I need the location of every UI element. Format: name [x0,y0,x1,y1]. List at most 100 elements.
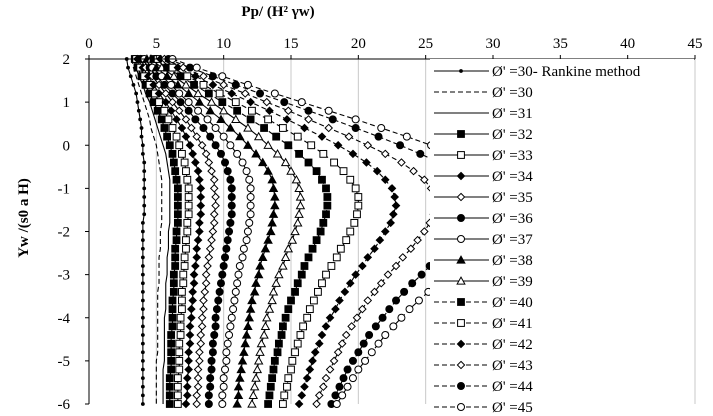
data-point [295,200,306,210]
data-point [362,158,371,167]
data-point [140,341,145,346]
data-point [305,365,315,374]
data-point [168,124,177,132]
data-point [235,131,245,141]
data-point [227,313,236,322]
data-point [231,287,240,296]
data-point [199,304,208,314]
series-points-40 [149,55,332,408]
data-point [199,124,208,132]
data-point [180,158,189,167]
data-point [138,117,143,122]
data-point [409,166,418,176]
data-point [391,261,401,271]
data-point [243,227,252,236]
data-point [174,106,184,116]
data-point [402,132,411,141]
data-point [196,184,206,193]
data-point [389,209,398,219]
data-point [173,374,182,383]
data-point [244,312,255,322]
data-point [172,236,181,245]
data-point [178,63,188,72]
data-point [317,330,327,340]
y-tick-label: -5 [58,354,71,370]
data-point [291,287,299,296]
data-point [176,313,185,322]
data-point [279,124,287,132]
data-point [248,390,259,399]
legend-label: Ø' =33 [492,148,533,164]
data-point [380,149,390,159]
data-point [408,279,417,288]
data-point [267,217,277,227]
data-point [243,80,252,89]
data-point [175,339,184,348]
data-point [135,100,140,105]
data-point [233,279,242,288]
data-point [223,339,232,348]
data-point [249,286,260,296]
data-point [193,235,203,245]
data-point [247,295,257,305]
data-point [191,115,200,124]
data-point [322,184,330,193]
data-point [211,313,220,322]
data-point [157,115,166,124]
x-axis-title: Pp/ (H² γw) [241,4,314,20]
data-point [333,140,343,150]
legend-item-34: Ø' =34 [434,169,533,185]
data-point [302,373,312,383]
data-point [333,347,343,357]
data-point [167,331,176,339]
data-point [211,141,220,150]
data-point [181,399,191,409]
data-point [182,382,192,392]
data-point [140,229,145,234]
data-point [280,391,289,400]
data-point [292,217,303,227]
data-point [260,124,268,132]
data-point [142,177,147,182]
data-point [227,201,236,210]
data-point [204,158,214,167]
data-point [140,289,145,294]
data-point [235,373,245,382]
data-point [185,140,195,150]
data-point [279,322,287,331]
legend-swatch-marker [457,130,465,138]
data-point [317,132,327,141]
x-tick-label: 45 [688,36,703,52]
data-point [203,261,212,271]
data-point [184,98,193,107]
data-point [255,347,265,356]
data-point [358,304,367,314]
data-point [361,356,370,365]
data-point [242,236,251,245]
data-point [294,183,304,192]
data-point [194,106,203,115]
data-point [240,338,250,348]
data-point [283,382,291,391]
legend-item-39: Ø' =39 [434,274,533,290]
legend-swatch-marker [456,171,466,181]
legend-item-37: Ø' =37 [434,232,533,248]
data-point [140,151,145,156]
data-point [332,400,341,408]
data-point [193,88,203,98]
data-point [372,166,382,176]
data-point [328,115,337,124]
data-point [316,227,325,236]
data-point [207,235,216,245]
data-point [245,175,254,184]
legend-item-31: Ø' =31 [434,106,533,122]
data-point [126,65,130,70]
data-point [252,364,263,374]
data-point [165,400,174,408]
data-point [335,296,344,305]
data-point [251,278,261,287]
y-tick-label: -4 [58,311,71,327]
data-point [187,304,196,314]
data-point [172,115,181,124]
data-point [182,167,190,176]
